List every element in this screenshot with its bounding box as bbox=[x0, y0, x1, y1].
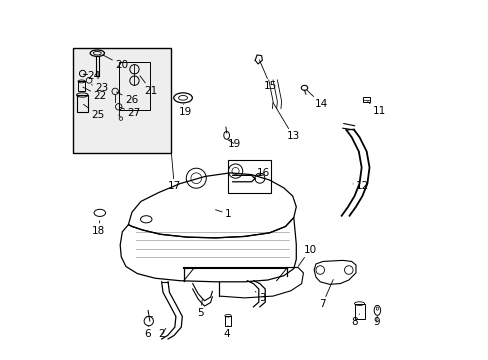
Text: 27: 27 bbox=[120, 107, 140, 118]
Text: 12: 12 bbox=[352, 181, 368, 192]
Text: 24: 24 bbox=[84, 71, 101, 81]
Text: 20: 20 bbox=[102, 55, 128, 70]
Text: 15: 15 bbox=[259, 60, 277, 91]
Text: 9: 9 bbox=[373, 316, 379, 327]
Text: 19: 19 bbox=[179, 104, 192, 117]
Text: 6: 6 bbox=[144, 326, 150, 339]
Text: 3: 3 bbox=[255, 292, 265, 303]
Text: 10: 10 bbox=[298, 245, 316, 266]
Text: 22: 22 bbox=[82, 87, 106, 101]
Text: 14: 14 bbox=[306, 90, 328, 109]
Text: 1: 1 bbox=[215, 209, 231, 219]
Bar bbox=[354, 303, 364, 319]
Bar bbox=[119, 62, 150, 111]
Bar bbox=[73, 48, 171, 153]
Text: 23: 23 bbox=[91, 83, 108, 93]
Text: 21: 21 bbox=[140, 76, 158, 96]
Bar bbox=[77, 95, 88, 112]
Text: 11: 11 bbox=[367, 102, 385, 116]
Text: 13: 13 bbox=[272, 103, 299, 141]
Text: 4: 4 bbox=[223, 326, 229, 339]
Text: 19: 19 bbox=[227, 139, 240, 149]
Bar bbox=[228, 159, 270, 193]
Text: 26: 26 bbox=[116, 92, 138, 105]
Bar bbox=[78, 81, 85, 91]
Text: 18: 18 bbox=[92, 221, 105, 236]
Text: 17: 17 bbox=[167, 153, 181, 192]
Text: 5: 5 bbox=[197, 299, 204, 318]
Text: 2: 2 bbox=[158, 328, 165, 339]
Text: 25: 25 bbox=[83, 104, 104, 120]
Text: 16: 16 bbox=[256, 168, 270, 178]
Text: 7: 7 bbox=[318, 279, 332, 309]
Bar bbox=[363, 97, 369, 102]
Bar bbox=[224, 316, 231, 326]
Text: 8: 8 bbox=[350, 314, 359, 327]
